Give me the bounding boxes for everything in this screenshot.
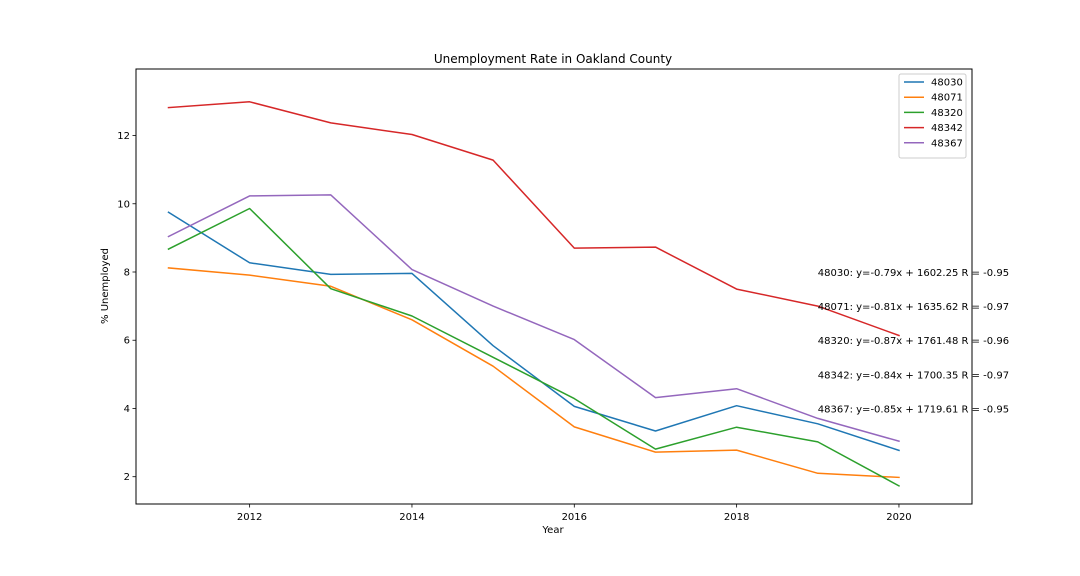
plot-frame [135, 68, 973, 505]
y-axis: 2 4 6 8 10 12 [117, 131, 136, 483]
legend-label: 48030 [931, 78, 963, 89]
x-tick-label: 2012 [237, 512, 262, 523]
series-line-48030 [167, 211, 900, 452]
regression-annotation: 48071: y=-0.81x + 1635.62 R = -0.97 [818, 302, 1009, 313]
y-tick-label: 2 [124, 472, 130, 483]
annotations: 48030: y=-0.79x + 1602.25 R = -0.95 48071… [818, 268, 1009, 415]
x-tick-label: 2014 [399, 512, 424, 523]
legend-label: 48367 [931, 138, 963, 149]
x-axis: 2012 2014 2016 2018 2020 [237, 504, 912, 523]
series-line-48342 [167, 101, 900, 337]
y-tick-label: 8 [124, 268, 130, 279]
series-line-48071 [167, 267, 900, 479]
legend-label: 48320 [931, 108, 963, 119]
regression-annotation: 48030: y=-0.79x + 1602.25 R = -0.95 [818, 268, 1009, 279]
series-line-48367 [167, 194, 900, 443]
y-tick-label: 12 [117, 131, 130, 142]
regression-annotation: 48342: y=-0.84x + 1700.35 R = -0.97 [818, 370, 1009, 381]
y-tick-label: 4 [124, 404, 130, 415]
y-tick-label: 6 [124, 336, 130, 347]
legend-label: 48071 [931, 93, 963, 104]
x-tick-label: 2020 [886, 512, 911, 523]
y-tick-label: 10 [117, 199, 130, 210]
x-axis-label: Year [541, 525, 564, 536]
plot-lines [167, 101, 901, 487]
legend-label: 48342 [931, 123, 963, 134]
series-line-48320 [167, 207, 901, 487]
legend: 48030 48071 48320 48342 48367 [898, 73, 967, 159]
legend-box [898, 73, 967, 159]
x-tick-label: 2016 [562, 512, 587, 523]
y-axis-label: % Unemployed [100, 248, 111, 324]
regression-annotation: 48367: y=-0.85x + 1719.61 R = -0.95 [818, 404, 1009, 415]
chart-title: Unemployment Rate in Oakland County [434, 52, 672, 66]
regression-annotation: 48320: y=-0.87x + 1761.48 R = -0.96 [818, 336, 1009, 347]
x-tick-label: 2018 [724, 512, 749, 523]
